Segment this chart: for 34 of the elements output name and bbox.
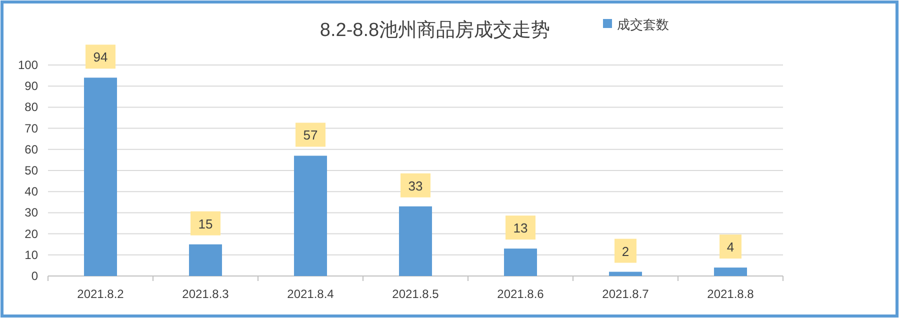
data-label: 33: [408, 178, 423, 194]
x-tick-label: 2021.8.4: [287, 287, 334, 301]
y-tick-label: 50: [24, 164, 38, 178]
y-tick-label: 0: [31, 269, 38, 283]
y-tick-label: 60: [24, 142, 38, 156]
data-label: 2: [622, 244, 630, 259]
bar: [294, 156, 327, 276]
chart-title: 8.2-8.8池州商品房成交走势: [320, 19, 550, 41]
y-tick-label: 80: [24, 100, 38, 114]
bar: [399, 206, 432, 276]
x-tick-label: 2021.8.2: [77, 287, 124, 301]
y-tick-label: 20: [24, 226, 38, 241]
y-tick-label: 90: [24, 79, 38, 94]
bar: [609, 272, 642, 276]
bar: [84, 78, 117, 276]
x-tick-label: 2021.8.5: [392, 287, 440, 301]
bar: [504, 248, 537, 276]
x-tick-label: 2021.8.6: [497, 287, 544, 301]
x-tick-label: 2021.8.3: [182, 287, 230, 301]
bar: [714, 268, 747, 276]
x-tick-label: 2021.8.8: [707, 287, 754, 301]
data-label: 94: [93, 50, 108, 65]
data-label: 13: [513, 220, 528, 236]
y-tick-label: 70: [24, 121, 38, 136]
y-tick-label: 10: [24, 248, 38, 262]
y-tick-label: 30: [24, 206, 38, 220]
x-tick-label: 2021.8.7: [602, 287, 650, 301]
y-tick-label: 40: [24, 184, 38, 199]
y-tick-label: 100: [18, 58, 38, 72]
data-label: 15: [198, 216, 213, 232]
data-label: 57: [303, 128, 318, 143]
data-label: 4: [726, 240, 734, 255]
legend-label: 成交套数: [617, 17, 669, 32]
bar: [189, 244, 222, 276]
